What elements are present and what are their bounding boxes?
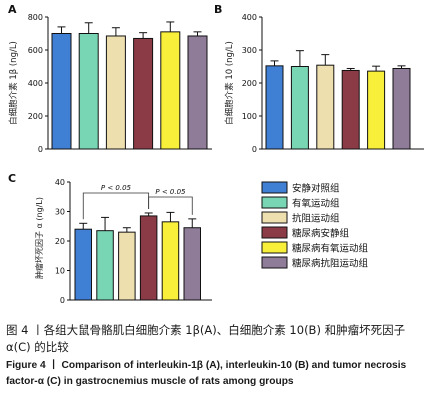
bar-a-3 [105,35,126,150]
y-tick-label: 600 [28,46,43,55]
legend-swatch [261,211,288,224]
y-tick-label: 100 [242,112,257,121]
y-tick-label: 400 [242,13,257,22]
legend-swatch [261,256,288,269]
bar-c-5 [161,221,180,301]
legend-label: 糖尿病有氧运动组 [292,243,369,255]
bar-b-4 [341,69,360,150]
caption-chinese: 图 4 丨各组大鼠骨骼肌白细胞介素 1β(A)、白细胞介素 10(B) 和肿瘤坏… [6,323,406,354]
legend-label: 糖尿病安静组 [292,228,350,240]
significance-label: P < 0.05 [101,184,132,192]
y-tick-label: 200 [242,79,257,88]
bar-c-3 [118,231,136,301]
legend-label: 糖尿病抗阻运动组 [292,258,369,270]
legend-label: 有氧运动组 [292,198,340,210]
y-tick-label: 30 [55,208,65,217]
significance-label: P < 0.05 [155,188,186,196]
panel-c-letter: C [8,172,16,185]
caption-english: Figure 4 丨 Comparison of interleukin-1β … [6,358,424,389]
legend-swatch [261,196,288,209]
y-tick-label: 400 [28,79,43,88]
bar-c-1 [74,228,92,301]
y-tick-label: 200 [28,112,43,121]
panel-a: A 白细胞介素 1β (ng/L) 0 200 400 600 800 [8,3,212,154]
y-tick-label: 40 [55,178,65,187]
y-tick-label: 0 [60,296,65,305]
bar-c-2 [96,230,114,301]
bar-a-1 [51,33,72,150]
bar-a-4 [133,37,154,150]
legend-swatch [261,226,288,239]
panel-c: C 肿瘤坏死因子 α (ng/L) 0 10 20 30 40 P < 0.05 P < 0… [8,172,212,305]
significance-bracket [82,192,150,220]
bar-a-5 [160,31,181,150]
legend-swatch [261,181,288,194]
legend-label: 抗阻运动组 [292,213,340,225]
y-tick-label: 300 [242,46,257,55]
legend-label: 安静对照组 [292,183,340,195]
bar-a-6 [187,35,208,150]
panel-b: B 白细胞介素 10 (ng/L) 0 100 200 300 400 [214,3,424,154]
panel-b-y-axis-label: 白细胞介素 10 (ng/L) [224,41,235,125]
y-tick-label: 0 [38,145,43,154]
caption-english-lead: Figure 4 丨 [6,360,62,371]
bar-b-2 [290,66,309,150]
caption-english-body: Comparison of interleukin-1β (A), interl… [6,360,407,387]
panel-b-letter: B [214,3,222,16]
bar-c-4 [139,215,158,301]
significance-bracket [148,196,193,215]
panel-c-y-axis-label: 肿瘤坏死因子 α (ng/L) [34,197,44,279]
y-tick-label: 10 [55,267,65,276]
panel-a-letter: A [8,3,17,16]
bar-a-2 [78,33,99,150]
y-tick-label: 0 [252,145,257,154]
y-tick-label: 20 [55,237,65,246]
bar-b-1 [265,65,284,150]
panel-a-y-axis-label: 白细胞介素 1β (ng/L) [8,41,19,125]
bar-b-3 [316,64,335,150]
bar-b-6 [392,67,411,150]
legend-swatch [261,241,288,254]
bar-c-6 [183,227,201,301]
bar-b-5 [367,70,386,150]
y-tick-label: 800 [28,13,43,22]
